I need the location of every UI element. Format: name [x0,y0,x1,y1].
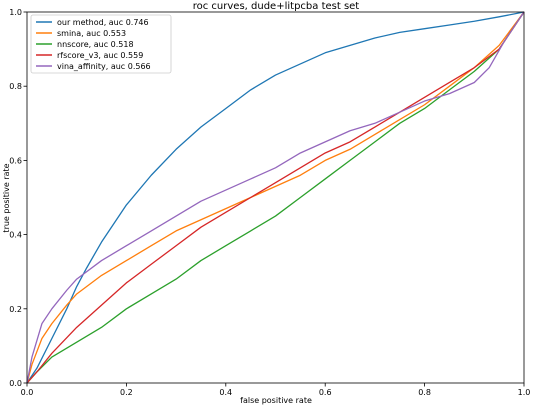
x-tick-label: 0.4 [219,388,232,397]
y-tick-label: 0.6 [9,156,22,165]
series-line-1 [26,11,525,384]
series-line-2 [26,11,525,384]
plot-area [26,11,525,384]
x-axis-ticks: 0.0 0.2 0.4 0.6 0.8 1.0 [21,383,531,397]
y-tick-label: 0.4 [9,231,22,240]
chart-title: roc curves, dude+litpcba test set [193,1,360,12]
legend-label-0: our method, auc 0.746 [57,18,149,27]
y-axis-ticks: 0.0 0.2 0.4 0.6 0.8 1.0 [9,8,27,388]
y-tick-label: 0.2 [9,305,22,314]
x-tick-label: 0.6 [319,388,332,397]
x-tick-label: 0.8 [418,388,431,397]
legend-label-3: rfscore_v3, auc 0.559 [57,51,143,60]
plot-frame [26,11,525,384]
x-axis-label: false positive rate [240,396,312,405]
legend-label-2: nnscore, auc 0.518 [57,40,134,49]
y-tick-label: 0.8 [9,82,22,91]
legend-box [30,14,172,74]
legend-label-4: vina_affinity, auc 0.566 [57,62,151,71]
series-line-4 [26,11,525,384]
x-tick-label: 0.2 [120,388,133,397]
series-line-3 [26,11,525,384]
x-tick-label: 0.0 [21,388,34,397]
series-line-0 [26,11,525,384]
legend-label-1: smina, auc 0.553 [57,29,126,38]
x-tick-label: 1.0 [518,388,531,397]
y-tick-label: 0.0 [9,379,22,388]
y-axis-label: true positive rate [2,163,11,232]
legend: our method, auc 0.746 smina, auc 0.553 nns… [30,14,172,74]
y-tick-label: 1.0 [9,8,22,17]
